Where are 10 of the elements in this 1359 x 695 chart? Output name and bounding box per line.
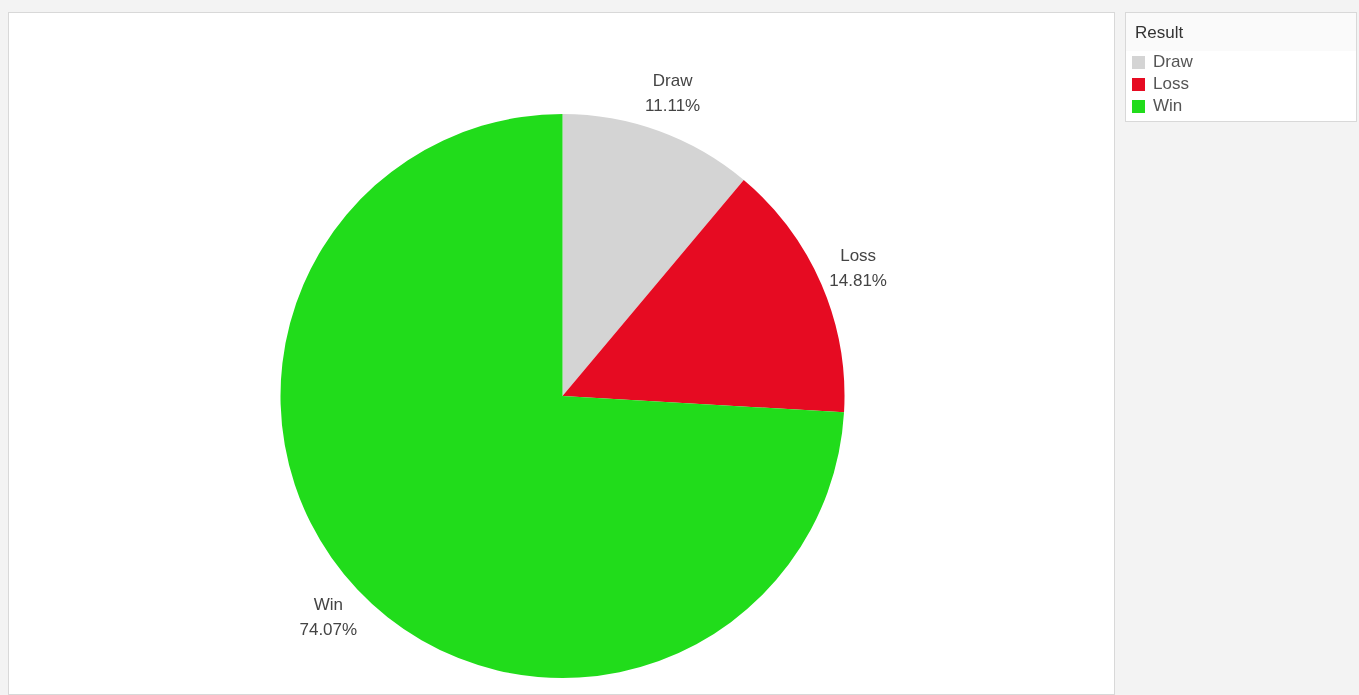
legend-title: Result xyxy=(1126,13,1356,51)
slice-label: Loss xyxy=(840,246,877,266)
legend-label: Loss xyxy=(1153,74,1189,94)
slice-label: Win xyxy=(313,594,343,614)
legend-label: Win xyxy=(1153,96,1183,116)
data-label: 11.11% xyxy=(645,96,701,116)
data-label: 14.81% xyxy=(829,271,887,291)
data-label: 74.07% xyxy=(299,619,358,639)
legend-label: Draw xyxy=(1153,52,1193,72)
slice-label: Draw xyxy=(652,71,694,91)
